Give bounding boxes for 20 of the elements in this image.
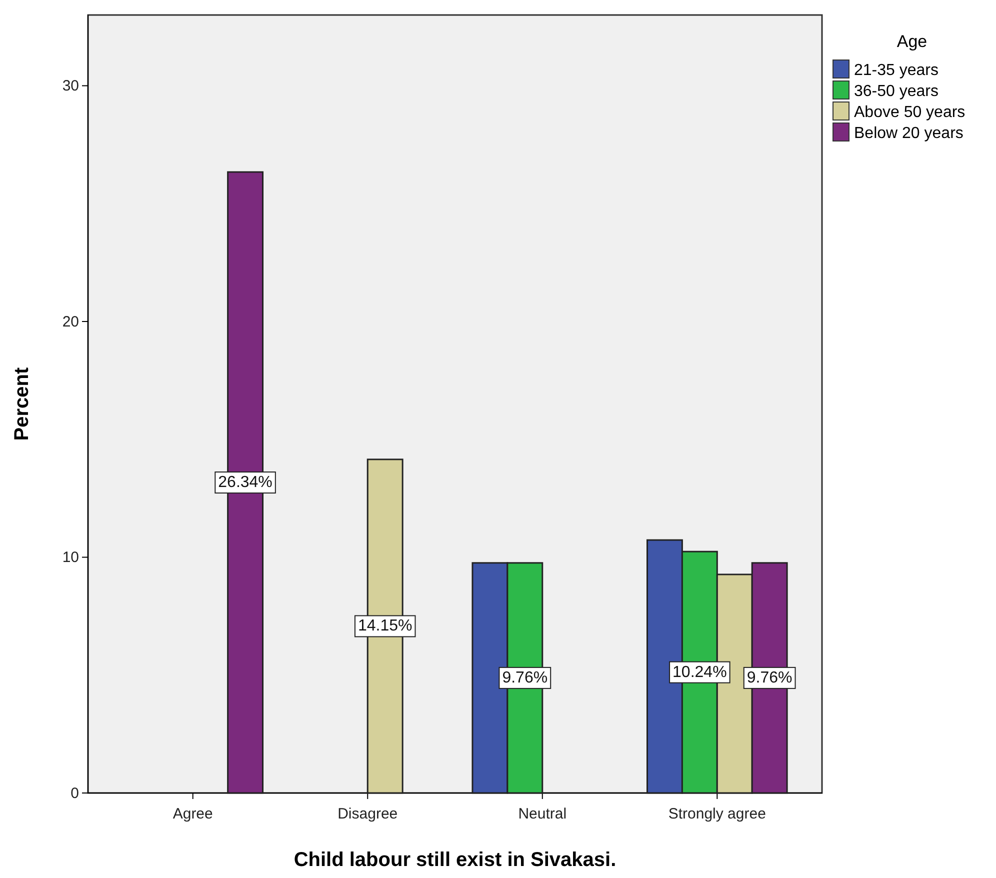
legend-label: Below 20 years: [854, 125, 964, 142]
y-tick-label: 30: [62, 78, 79, 95]
legend-label: 21-35 years: [854, 62, 938, 79]
x-tick-label: Neutral: [518, 806, 567, 822]
data-label: 26.34%: [218, 474, 272, 492]
data-label: 14.15%: [358, 618, 412, 635]
y-axis-title: Percent: [11, 366, 33, 441]
data-label: 9.76%: [746, 669, 792, 686]
legend-label: Above 50 years: [854, 104, 966, 121]
y-tick-label: 10: [62, 549, 79, 566]
y-tick-label: 20: [62, 313, 79, 330]
x-tick-label: Strongly agree: [668, 806, 766, 822]
x-tick-label: Agree: [172, 806, 213, 822]
data-label: 10.24%: [672, 664, 727, 681]
legend-title: Age: [896, 32, 928, 51]
legend-label: 36-50 years: [854, 83, 938, 100]
y-tick-label: 0: [70, 784, 79, 802]
x-tick-label: Disagree: [338, 806, 398, 822]
data-label: 9.76%: [502, 669, 548, 686]
x-axis-title: Child labour still exist in Sivakasi.: [294, 849, 616, 871]
